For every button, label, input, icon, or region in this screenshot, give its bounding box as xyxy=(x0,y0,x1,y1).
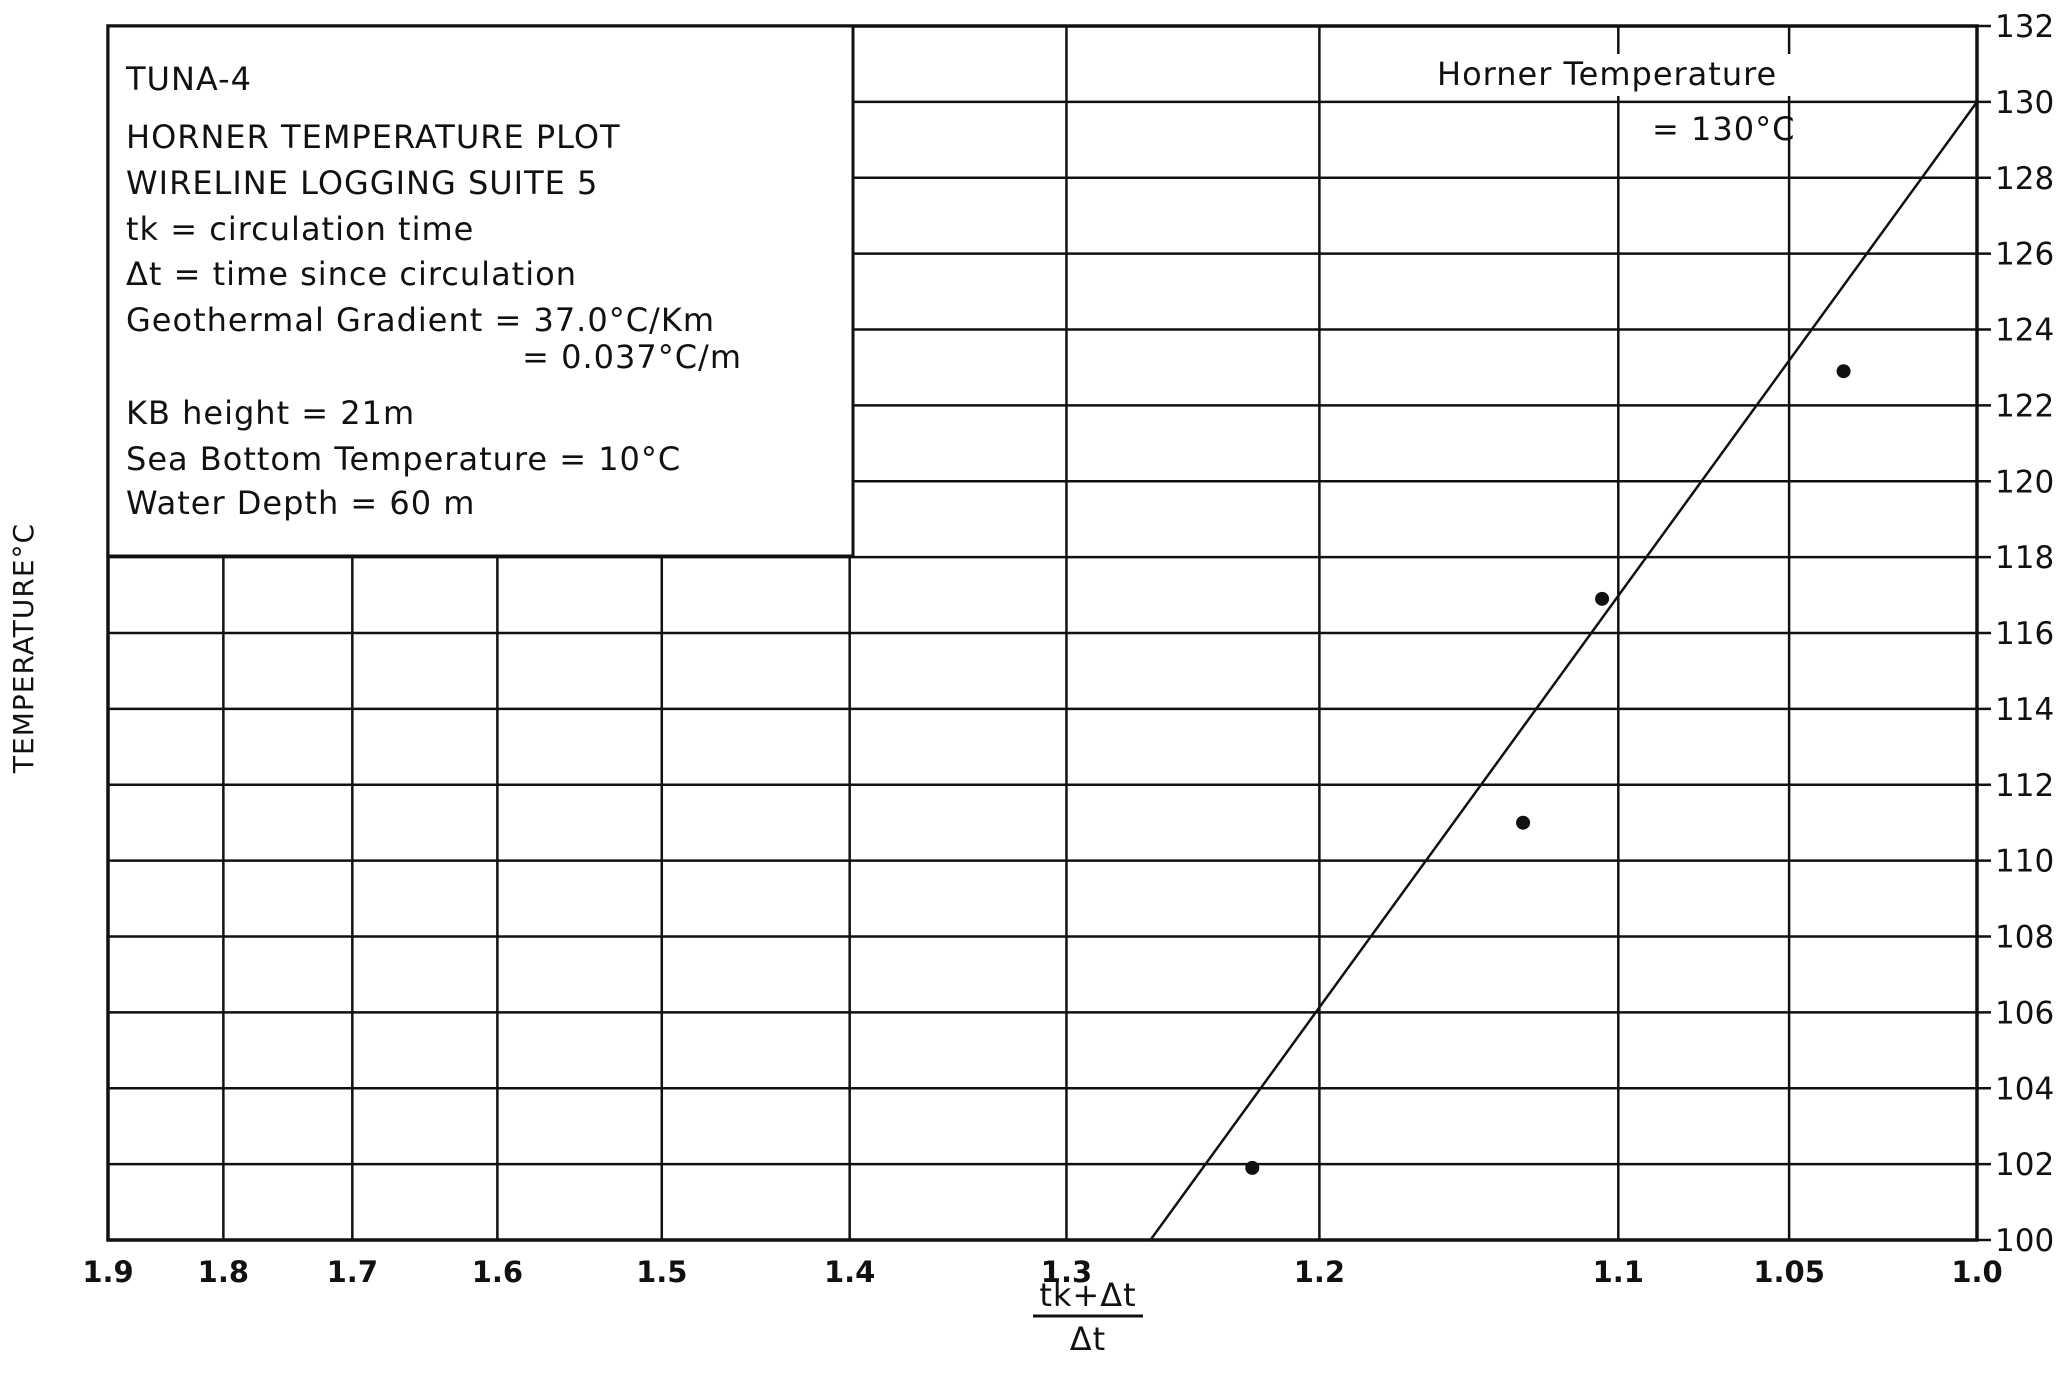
y-tick-label: 104 xyxy=(1995,1071,2054,1107)
info-box-frame xyxy=(106,24,855,558)
y-tick-label: 126 xyxy=(1995,237,2054,273)
fit-line-layer xyxy=(1149,101,1979,1241)
y-tick-label: 110 xyxy=(1995,844,2054,880)
y-tick-label: 116 xyxy=(1995,616,2054,652)
x-tick-label: 1.5 xyxy=(636,1255,687,1289)
y-tick-label: 100 xyxy=(1995,1223,2054,1259)
y-tick-label: 106 xyxy=(1995,995,2054,1031)
tk-definition: tk = circulation time xyxy=(126,210,474,248)
y-tick-label: 112 xyxy=(1995,768,2054,804)
data-point xyxy=(1516,815,1531,830)
plot-title: HORNER TEMPERATURE PLOT xyxy=(126,118,621,156)
x-tick-label: 1.3 xyxy=(1041,1255,1092,1289)
y-tick-label: 124 xyxy=(1995,313,2054,349)
y-tick-label: 102 xyxy=(1995,1147,2054,1183)
logging-suite: WIRELINE LOGGING SUITE 5 xyxy=(126,164,598,202)
data-point xyxy=(1595,591,1610,606)
data-point xyxy=(1836,364,1851,379)
y-tick-label: 130 xyxy=(1995,85,2054,121)
y-axis-title: TEMPERATURE°C xyxy=(7,523,40,774)
axes: 100 102 104 106 108 110 112 114 116 118 120 122 124 1… xyxy=(82,9,2054,1289)
data-point xyxy=(1245,1160,1260,1175)
plot-frame xyxy=(106,24,1979,1242)
x-axis-title-denominator: Δt xyxy=(1070,1320,1106,1358)
x-tick-label: 1.0 xyxy=(1951,1255,2002,1289)
x-axis-title-numerator: tk+Δt xyxy=(1039,1276,1136,1314)
data-points xyxy=(1245,364,1851,1175)
geothermal-gradient: Geothermal Gradient = 37.0°C/Km xyxy=(126,301,715,339)
horner-fit-line xyxy=(1149,101,1979,1241)
y-tick-label: 120 xyxy=(1995,464,2054,500)
x-tick-label: 1.2 xyxy=(1294,1255,1345,1289)
y-tick-label: 114 xyxy=(1995,692,2054,728)
y-tick-label: 122 xyxy=(1995,388,2054,424)
y-tick-label: 128 xyxy=(1995,161,2054,197)
info-box: TUNA-4 HORNER TEMPERATURE PLOT WIRELINE … xyxy=(106,24,855,558)
kb-height: KB height = 21m xyxy=(126,394,415,432)
horner-annotation: Horner Temperature = 130°C xyxy=(1432,54,1832,148)
x-tick-label: 1.4 xyxy=(824,1255,875,1289)
annotation-mask xyxy=(1432,54,1832,96)
geothermal-gradient-metric: = 0.037°C/m xyxy=(522,338,742,376)
horner-temperature-label: Horner Temperature xyxy=(1437,55,1777,93)
y-tick-label: 118 xyxy=(1995,540,2054,576)
y-tick-label: 132 xyxy=(1995,9,2054,45)
sea-bottom-temperature: Sea Bottom Temperature = 10°C xyxy=(126,440,681,478)
dt-definition: Δt = time since circulation xyxy=(126,255,577,293)
water-depth: Water Depth = 60 m xyxy=(126,484,475,522)
x-tick-label: 1.8 xyxy=(198,1255,249,1289)
x-axis-title: tk+Δt Δt xyxy=(1033,1276,1143,1358)
x-tick-label: 1.7 xyxy=(327,1255,378,1289)
well-name: TUNA-4 xyxy=(125,60,252,98)
x-tick-label: 1.6 xyxy=(472,1255,523,1289)
x-tick-label: 1.1 xyxy=(1593,1255,1644,1289)
x-tick-label: 1.05 xyxy=(1753,1255,1825,1289)
y-tick-label: 108 xyxy=(1995,920,2054,956)
horner-temperature-value: = 130°C xyxy=(1652,110,1795,148)
x-tick-label: 1.9 xyxy=(82,1255,133,1289)
